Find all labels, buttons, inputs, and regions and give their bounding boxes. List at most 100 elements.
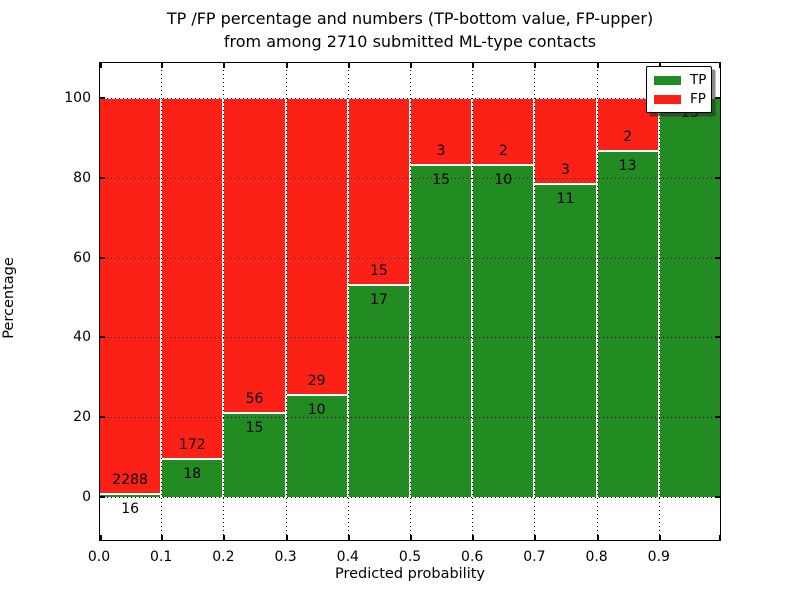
fp-count-label: 29: [307, 372, 326, 389]
fp-count-label: 3: [436, 142, 446, 159]
bar-fp-0.3-0.4: [285, 98, 348, 395]
gridline-y-80: [99, 177, 721, 179]
gridline-x-0.1: [160, 62, 162, 541]
y-tick-mark: [100, 97, 105, 99]
tp-count-label: 15: [432, 171, 450, 188]
legend-label-TP: TP: [690, 72, 707, 88]
y-tick-mark: [100, 416, 105, 419]
y-tick-label-100: 100: [64, 90, 91, 106]
y-tick-mark-right: [715, 97, 720, 99]
bar-tp-0.1-0.2: [161, 459, 224, 497]
x-tick-mark-top: [348, 63, 350, 68]
legend-label-FP: FP: [690, 91, 706, 107]
y-axis-label: Percentage: [1, 257, 17, 339]
gridline-y-100: [99, 98, 721, 99]
legend-row-FP: FP: [654, 91, 711, 107]
chart-title-line1: TP /FP percentage and numbers (TP-bottom…: [166, 9, 654, 28]
x-tick-mark-top: [161, 63, 163, 68]
gridline-y-0: [99, 497, 721, 498]
y-tick-mark: [100, 336, 105, 339]
x-tick-mark: [100, 535, 102, 540]
legend-row-TP: TP: [654, 72, 711, 88]
gridline-x-0.2: [222, 62, 224, 541]
y-tick-label-60: 60: [73, 249, 91, 266]
fp-count-label: 3: [561, 161, 570, 178]
gridline-x-0.8: [596, 62, 598, 541]
bar-fp-0.5-0.6: [410, 98, 473, 165]
x-tick-mark: [719, 535, 721, 540]
x-tick-mark: [597, 535, 599, 540]
x-tick-mark-top: [597, 63, 599, 68]
y-tick-label-40: 40: [73, 329, 91, 346]
x-tick-label-0.5: 0.5: [398, 549, 422, 565]
gridline-x-0.4: [347, 62, 349, 541]
y-tick-mark-right: [715, 176, 720, 179]
tp-count-label: 18: [183, 466, 202, 483]
y-tick-mark-right: [715, 416, 720, 419]
x-tick-mark: [286, 535, 288, 540]
x-tick-mark: [223, 535, 225, 540]
x-tick-mark-top: [472, 63, 474, 68]
gridline-x-0.5: [409, 62, 411, 541]
fp-count-label: 2: [498, 142, 508, 159]
x-tick-label-0.3: 0.3: [274, 549, 297, 565]
tp-count-label: 10: [307, 401, 326, 418]
bar-tp-0.7-0.8: [534, 183, 597, 497]
bar-tp-0.8-0.9: [596, 151, 659, 497]
x-tick-mark-top: [223, 63, 225, 68]
fp-count-label: 2: [623, 129, 633, 146]
bar-tp-0.2-0.3: [223, 412, 286, 497]
fp-swatch-icon: [654, 94, 681, 104]
y-tick-mark: [100, 256, 105, 259]
tp-count-label: 17: [369, 292, 388, 309]
x-tick-mark-top: [719, 63, 721, 68]
x-tick-mark: [348, 535, 350, 540]
x-axis-label: Predicted probability: [334, 566, 486, 582]
x-tick-mark-top: [286, 63, 288, 68]
x-tick-label-0.0: 0.0: [87, 549, 111, 565]
x-tick-mark-top: [534, 63, 536, 68]
tp-swatch-icon: [654, 75, 681, 85]
y-tick-label-20: 20: [73, 409, 91, 426]
x-tick-mark: [161, 535, 163, 540]
y-tick-label-80: 80: [73, 169, 91, 186]
y-tick-label-0: 0: [82, 489, 91, 505]
x-tick-label-0.8: 0.8: [585, 549, 608, 565]
bar-fp-0.7-0.8: [534, 98, 597, 184]
y-tick-mark: [100, 496, 105, 498]
bar-fp-0.0-0.1: [99, 98, 162, 495]
x-tick-label-0.2: 0.2: [212, 549, 235, 565]
tp-count-label: 13: [618, 158, 637, 175]
y-tick-mark-right: [715, 336, 720, 339]
chart-title: TP /FP percentage and numbers (TP-bottom…: [99, 7, 721, 53]
tp-count-label: 15: [245, 419, 264, 436]
bar-fp-0.1-0.2: [161, 98, 224, 460]
y-tick-mark: [100, 176, 105, 179]
gridline-x-0.6: [471, 62, 473, 541]
bar-fp-0.6-0.7: [472, 98, 535, 165]
x-tick-mark: [472, 535, 474, 540]
x-tick-mark: [659, 535, 661, 540]
x-tick-mark-top: [659, 63, 661, 68]
gridline-x-0.3: [285, 62, 287, 541]
gridline-x-0.7: [533, 62, 535, 541]
y-tick-mark-right: [715, 256, 720, 259]
gridline-y-40: [99, 337, 721, 339]
fp-count-label: 2288: [112, 472, 148, 489]
bar-tp-0.5-0.6: [410, 164, 473, 497]
fp-count-label: 172: [178, 437, 206, 454]
fp-count-label: 15: [369, 263, 388, 280]
x-tick-mark-top: [100, 63, 102, 68]
x-tick-mark: [410, 535, 412, 540]
x-tick-mark-top: [410, 63, 412, 68]
chart-title-line2: from among 2710 submitted ML-type contac…: [223, 32, 597, 51]
bar-tp-0.4-0.5: [347, 285, 410, 497]
fp-count-label: 56: [245, 390, 264, 407]
x-tick-label-0.6: 0.6: [461, 549, 484, 565]
x-tick-label-0.7: 0.7: [523, 549, 546, 565]
gridline-y-20: [99, 417, 721, 419]
gridline-y-60: [99, 257, 721, 259]
plot-area: 2288 16 172 18 56 15 29 10 15 17 3 15 2 10 3 11 2 13 15 TP F…: [99, 62, 721, 541]
x-tick-label-0.9: 0.9: [647, 549, 670, 565]
